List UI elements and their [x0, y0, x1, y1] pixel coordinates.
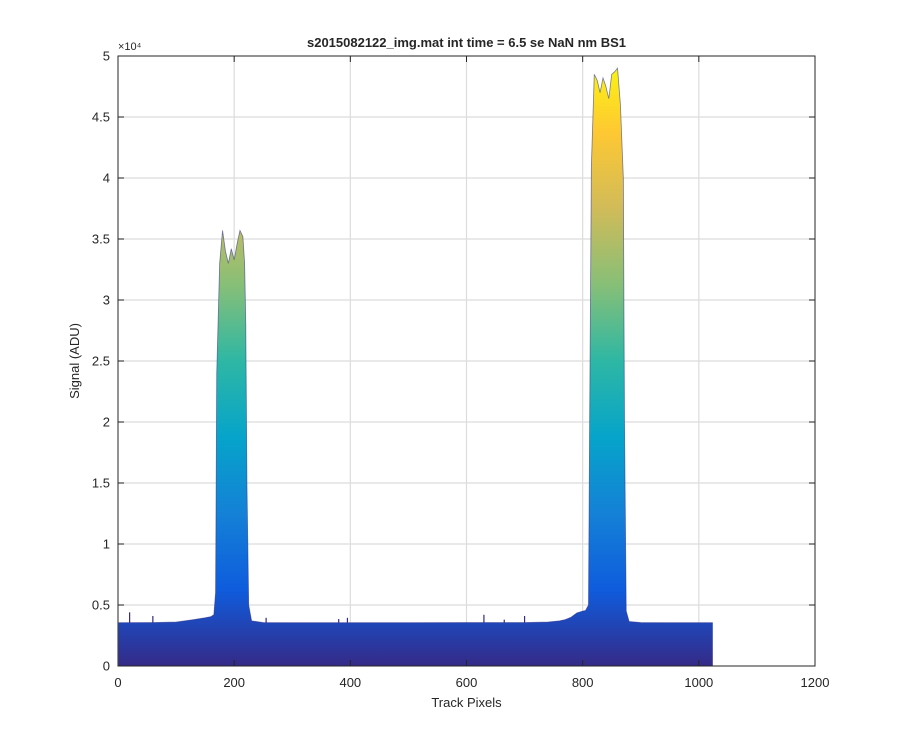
y-tick-label: 2.5 — [92, 354, 110, 369]
x-tick-label: 800 — [572, 675, 594, 690]
y-axis-label: Signal (ADU) — [67, 323, 82, 399]
axes: 0 200 400 600 800 1000 1200 0 0.5 1 1.5 2 2.5 3 3.5 4 4.… — [92, 49, 830, 691]
y-tick-label: 4.5 — [92, 110, 110, 125]
y-tick-label: 5 — [103, 49, 110, 64]
plot-area — [118, 67, 713, 666]
y-tick-label: 2 — [103, 415, 110, 430]
x-tick-label: 400 — [339, 675, 361, 690]
y-tick-label: 3 — [103, 293, 110, 308]
y-axis-exponent: ×10⁴ — [118, 41, 142, 53]
y-tick-label: 0 — [103, 659, 110, 674]
y-tick-label: 1 — [103, 537, 110, 552]
signal-area — [118, 68, 713, 666]
y-tick-label: 1.5 — [92, 476, 110, 491]
x-tick-label: 600 — [456, 675, 478, 690]
x-tick-label: 1000 — [684, 675, 713, 690]
x-tick-label: 200 — [223, 675, 245, 690]
chart-title: s2015082122_img.mat int time = 6.5 se Na… — [307, 35, 626, 50]
x-tick-label: 0 — [114, 675, 121, 690]
x-tick-label: 1200 — [801, 675, 830, 690]
y-tick-label: 0.5 — [92, 598, 110, 613]
y-tick-label: 4 — [103, 171, 110, 186]
x-axis-label: Track Pixels — [431, 695, 502, 710]
y-tick-label: 3.5 — [92, 232, 110, 247]
